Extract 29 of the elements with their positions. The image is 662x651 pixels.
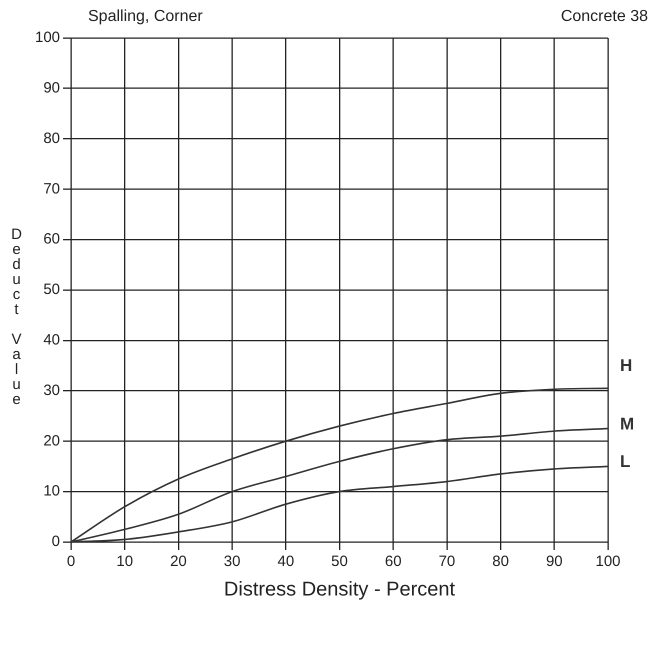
y-tick-label: 50: [43, 281, 60, 298]
x-tick-label: 80: [492, 553, 509, 570]
x-tick-label: 70: [438, 553, 456, 570]
x-tick-label: 10: [116, 553, 134, 570]
series-label: L: [620, 452, 630, 472]
y-axis-title: Deduct Value: [8, 226, 26, 406]
y-tick-label: 100: [34, 29, 60, 46]
x-tick-label: 100: [595, 553, 621, 570]
x-tick-label: 60: [384, 553, 402, 570]
y-tick-label: 60: [43, 230, 60, 248]
chart-subtitle: Concrete 38: [560, 8, 648, 26]
x-tick-label: 90: [546, 553, 563, 570]
y-tick-label: 40: [43, 332, 60, 349]
y-tick-label: 80: [43, 130, 60, 147]
x-axis-title: Distress Density - Percent: [224, 578, 456, 601]
x-tick-label: 20: [170, 553, 187, 570]
x-tick-label: 0: [66, 553, 76, 570]
y-tick-label: 30: [43, 382, 60, 399]
series-label: H: [620, 356, 632, 375]
y-tick-label: 10: [43, 482, 60, 500]
chart-title: Spalling, Corner: [88, 8, 203, 26]
series-label: M: [620, 414, 634, 434]
y-tick-label: 20: [43, 432, 60, 450]
y-tick-label: 70: [43, 180, 60, 198]
x-tick-label: 30: [224, 553, 240, 570]
x-tick-label: 40: [277, 553, 294, 570]
y-tick-label: 0: [52, 533, 60, 550]
x-tick-label: 50: [331, 553, 348, 570]
y-tick-label: 90: [43, 80, 60, 97]
